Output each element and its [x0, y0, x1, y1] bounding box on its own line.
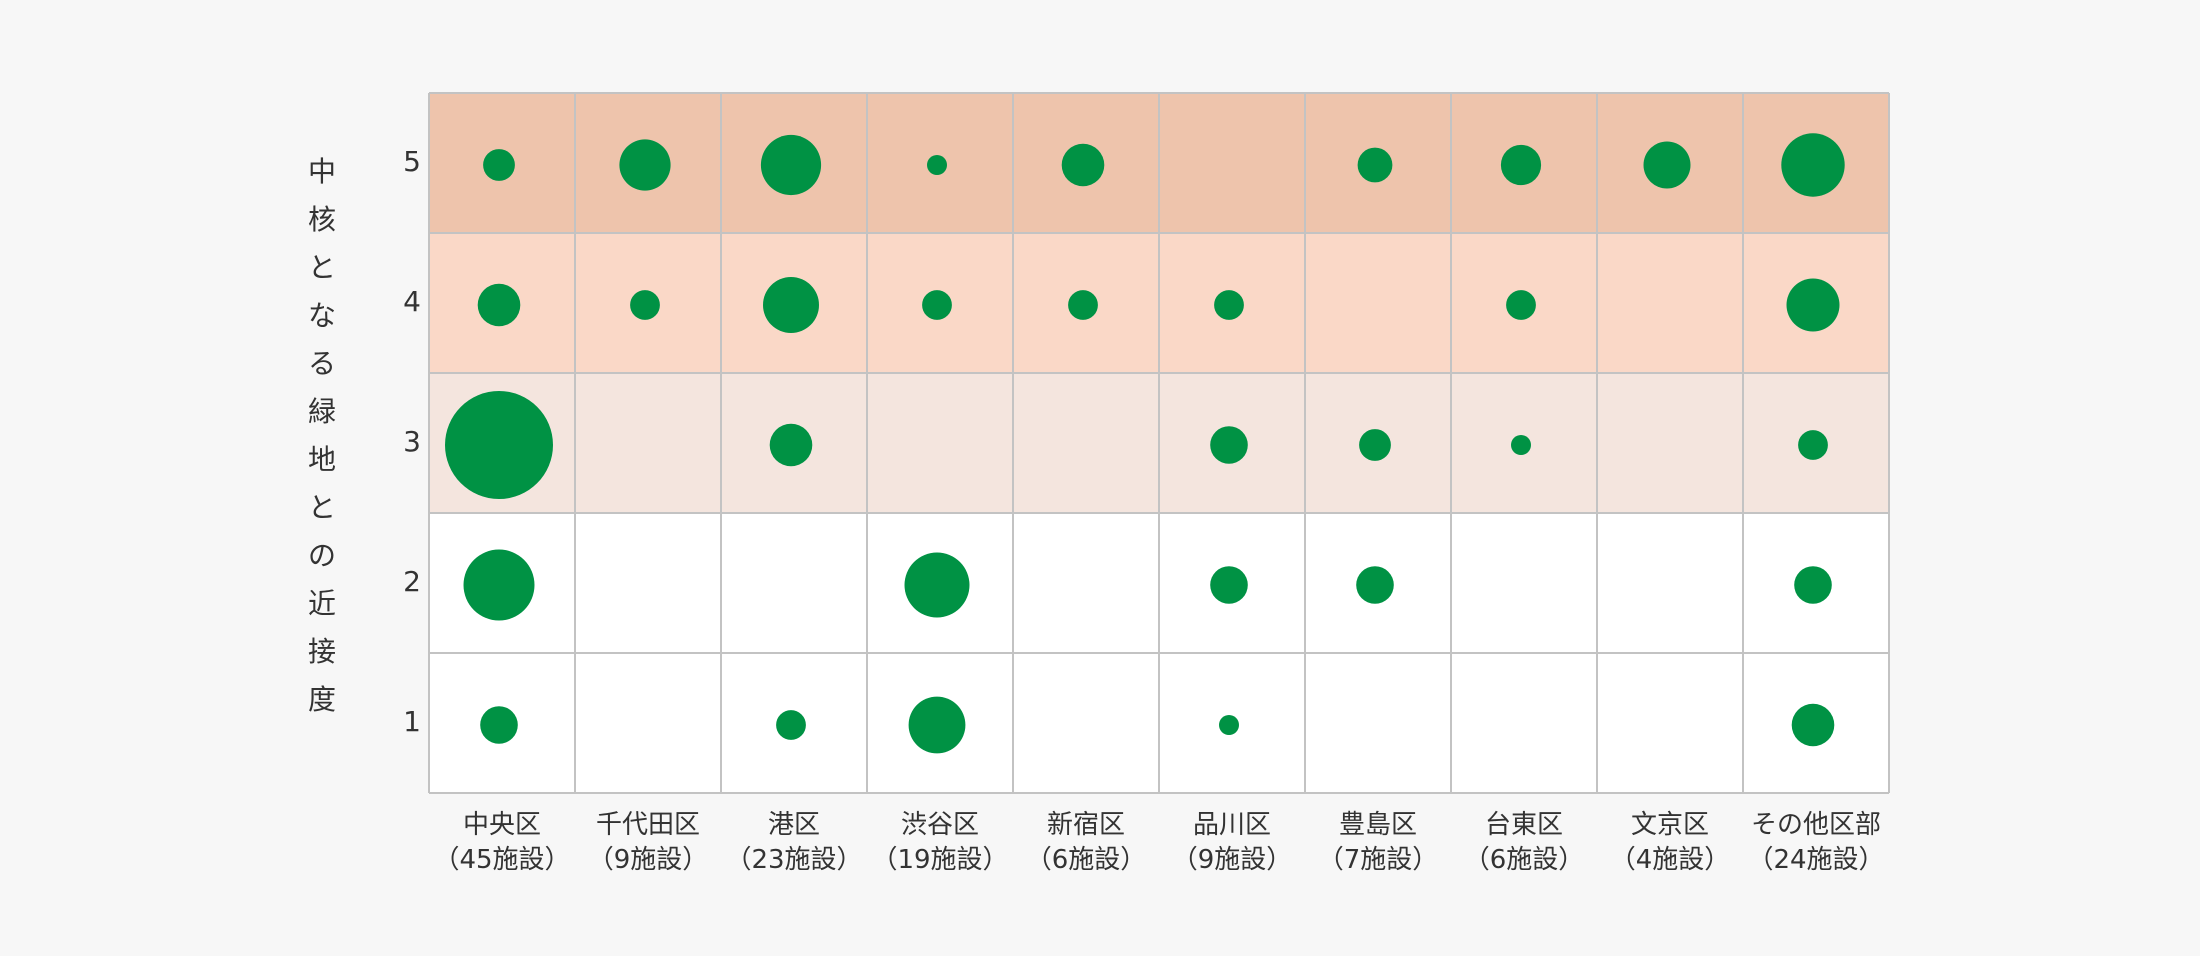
x-category-count: （19施設）	[871, 845, 1008, 875]
bubble-港区-3	[769, 423, 813, 467]
bubble-文京区-5	[1643, 141, 1691, 189]
y-tick-label: 5	[403, 145, 421, 178]
bubble-品川区-3	[1210, 426, 1248, 464]
y-axis-title-char: 核	[308, 203, 336, 236]
x-category-count: （9施設）	[1172, 845, 1293, 875]
x-category-count: （23施設）	[725, 845, 862, 875]
y-axis-title-char: と	[308, 251, 336, 284]
x-category-name: 台東区	[1485, 810, 1563, 840]
bubble-その他区部-4	[1786, 278, 1840, 332]
bubble-中央区-3	[445, 391, 553, 499]
x-category-name: 港区	[768, 810, 820, 840]
x-category-count: （6施設）	[1464, 845, 1585, 875]
y-tick-label: 2	[403, 565, 421, 598]
bubble-豊島区-5	[1357, 147, 1393, 183]
y-tick-label: 3	[403, 425, 421, 458]
y-axis-title-char: と	[308, 491, 336, 524]
bubble-品川区-4	[1214, 290, 1244, 320]
x-category-name: 新宿区	[1047, 810, 1125, 840]
bubble-渋谷区-2	[904, 552, 970, 618]
bubble-渋谷区-1	[908, 696, 966, 754]
bubble-豊島区-3	[1359, 429, 1391, 461]
bubble-台東区-3	[1511, 435, 1531, 455]
bubble-港区-1	[776, 710, 806, 740]
y-axis-title-char: 接	[308, 635, 336, 668]
bubble-品川区-2	[1210, 566, 1248, 604]
x-category-name: 千代田区	[596, 810, 700, 840]
x-category-name: 品川区	[1193, 810, 1271, 840]
y-axis-title-char: な	[308, 299, 336, 332]
y-axis-title-char: 度	[308, 683, 336, 716]
bubble-その他区部-2	[1794, 566, 1832, 604]
x-category-name: 中央区	[463, 810, 541, 840]
bubble-新宿区-4	[1068, 290, 1098, 320]
bubble-港区-5	[760, 134, 822, 196]
y-axis-title-char: 中	[308, 155, 336, 188]
x-category-count: （7施設）	[1318, 845, 1439, 875]
x-category-name: 豊島区	[1339, 810, 1417, 840]
y-axis-title-char: る	[308, 347, 336, 380]
y-tick-label: 4	[403, 285, 421, 318]
bubble-その他区部-1	[1791, 703, 1835, 747]
bubble-中央区-2	[463, 549, 535, 621]
bubble-豊島区-2	[1356, 566, 1394, 604]
x-category-name: その他区部	[1751, 810, 1881, 840]
y-tick-label: 1	[403, 705, 421, 738]
x-category-count: （6施設）	[1026, 845, 1147, 875]
bubble-千代田区-4	[630, 290, 660, 320]
y-axis-title-char: の	[308, 539, 336, 572]
x-category-name: 渋谷区	[901, 810, 979, 840]
bubble-港区-4	[763, 277, 819, 333]
x-category-count: （4施設）	[1610, 845, 1731, 875]
x-category-count: （9施設）	[588, 845, 709, 875]
bubble-渋谷区-4	[922, 290, 952, 320]
y-axis-title-char: 緑	[308, 395, 336, 428]
bubble-その他区部-3	[1798, 430, 1828, 460]
bubble-品川区-1	[1219, 715, 1239, 735]
bubble-渋谷区-5	[927, 155, 947, 175]
bubble-中央区-5	[483, 149, 515, 181]
x-category-count: （24施設）	[1747, 845, 1884, 875]
bubble-台東区-5	[1500, 144, 1542, 186]
bubble-中央区-4	[477, 283, 521, 327]
bubble-台東区-4	[1506, 290, 1536, 320]
y-axis-title-char: 地	[308, 443, 336, 476]
bubble-中央区-1	[480, 706, 518, 744]
bubble-その他区部-5	[1781, 133, 1845, 197]
x-category-count: （45施設）	[433, 845, 570, 875]
y-axis-title-char: 近	[308, 587, 336, 620]
grid-lines	[428, 92, 1890, 794]
x-category-name: 文京区	[1631, 810, 1709, 840]
bubble-新宿区-5	[1061, 143, 1105, 187]
bubble-千代田区-5	[619, 139, 671, 191]
